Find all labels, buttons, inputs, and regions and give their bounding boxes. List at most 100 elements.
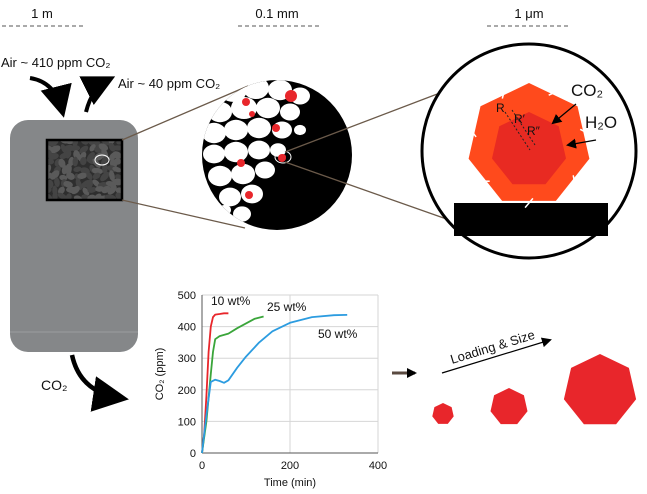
pellet: [112, 151, 122, 159]
particle-medium: [490, 388, 528, 425]
x-tick-label: 200: [281, 460, 299, 472]
pellet: [79, 145, 89, 154]
support-sphere: [208, 101, 232, 123]
pellet: [49, 145, 61, 154]
pellet: [65, 163, 72, 175]
surface-mark: [579, 128, 592, 136]
pellet: [58, 186, 65, 195]
series-label-50: 50 wt%: [318, 327, 358, 341]
pellet: [91, 167, 103, 175]
co2-out-arrow: [69, 354, 129, 412]
co2-out-label: CO₂: [41, 377, 67, 393]
surface-mark: [548, 89, 560, 96]
series-label-10: 10 wt%: [211, 294, 251, 308]
zoom-line-upper-2: [284, 87, 454, 153]
support-sphere: [280, 103, 300, 121]
pellet-bed: [45, 138, 124, 202]
amine-deposit: [242, 98, 250, 106]
pellet: [72, 156, 79, 167]
amine-deposit: [272, 124, 280, 132]
support-sphere: [247, 117, 271, 139]
zoom-line-lower-2: [284, 161, 456, 223]
pellet: [58, 158, 66, 168]
pellet: [77, 172, 88, 179]
surface-mark: [572, 175, 577, 188]
air-out-label: Air ~ 40 ppm CO₂: [118, 76, 220, 91]
pellet: [86, 172, 93, 180]
pellet: [86, 151, 95, 162]
y-tick-label: 0: [190, 448, 196, 460]
pellet: [87, 187, 97, 193]
svg-text:1 m: 1 m: [31, 6, 53, 21]
x-tick-label: 0: [199, 460, 205, 472]
loading-size-arrow: [441, 337, 552, 374]
pellet: [65, 149, 72, 159]
support-microscale-view: [202, 80, 352, 230]
pellet: [92, 172, 101, 180]
h2o-arrow: [566, 138, 597, 149]
y-axis-label: CO₂ (ppm): [154, 348, 166, 401]
surface-mark: [524, 197, 534, 209]
particle-surface-marks: [468, 86, 592, 209]
radius-label-r: R: [496, 101, 505, 115]
pellet: [112, 158, 122, 165]
support-sphere: [219, 187, 241, 207]
pellet: [63, 181, 73, 188]
pellet: [66, 172, 75, 180]
scale-label-macro: 1 m: [2, 6, 84, 27]
support-sphere: [224, 141, 248, 163]
pellet: [98, 143, 109, 151]
chart-series: [201, 312, 348, 454]
amine-particle-core: [492, 112, 566, 185]
amine-deposit: [285, 90, 297, 102]
support-sphere: [219, 204, 231, 216]
particle-nanoscale-view: R R′ R″ CO₂ H₂O: [420, 42, 638, 260]
chart-grid: [201, 294, 379, 454]
x-tick-label: 400: [369, 460, 387, 472]
pellet: [59, 174, 68, 181]
svg-text:1 μm: 1 μm: [514, 6, 543, 21]
pellet: [102, 163, 108, 174]
y-tick-label: 500: [178, 290, 196, 302]
radius-label-r-prime: R′: [514, 112, 526, 126]
co2-label: CO₂: [571, 81, 603, 100]
scale-label-nano: 1 μm: [487, 6, 570, 27]
support-sphere: [294, 124, 306, 136]
support-sphere: [202, 122, 226, 144]
series-label-25: 25 wt%: [267, 300, 307, 314]
pellet: [69, 145, 81, 152]
pellet: [65, 193, 72, 200]
support-substrate: [454, 203, 608, 236]
y-tick-label: 300: [178, 353, 196, 365]
co2-breakthrough-chart: 0 100 200 300 400 500 0 200 400 Time (min) CO₂ …: [154, 290, 387, 489]
y-tick-label: 100: [178, 416, 196, 428]
pellet: [54, 177, 60, 187]
pellet: [109, 170, 115, 182]
series-line-2: [201, 314, 348, 454]
particle-highlight: [274, 150, 292, 164]
pellet: [57, 192, 68, 200]
support-sphere: [233, 206, 251, 222]
co2-arrow: [551, 103, 577, 125]
zoom-line-upper: [121, 85, 249, 141]
pellet: [112, 166, 122, 173]
scale-label-micro: 0.1 mm: [238, 6, 320, 27]
pellet: [52, 192, 58, 200]
pellet: [112, 178, 122, 186]
pellet-highlight: [94, 154, 110, 166]
support-sphere: [208, 165, 232, 187]
support-sphere: [256, 97, 280, 119]
air-out-arrow: [79, 76, 116, 113]
air-in-arrow: [29, 76, 72, 118]
support-sphere: [270, 143, 286, 157]
h2o-label: H₂O: [585, 113, 617, 132]
svg-text:0.1 mm: 0.1 mm: [255, 6, 298, 21]
particle-large: [563, 354, 637, 425]
pellet: [80, 157, 87, 166]
pellet: [112, 145, 122, 151]
pellet: [100, 171, 110, 182]
support-sphere: [203, 144, 225, 164]
support-sphere: [224, 119, 248, 141]
surface-mark: [468, 126, 477, 138]
surface-mark: [501, 86, 507, 99]
